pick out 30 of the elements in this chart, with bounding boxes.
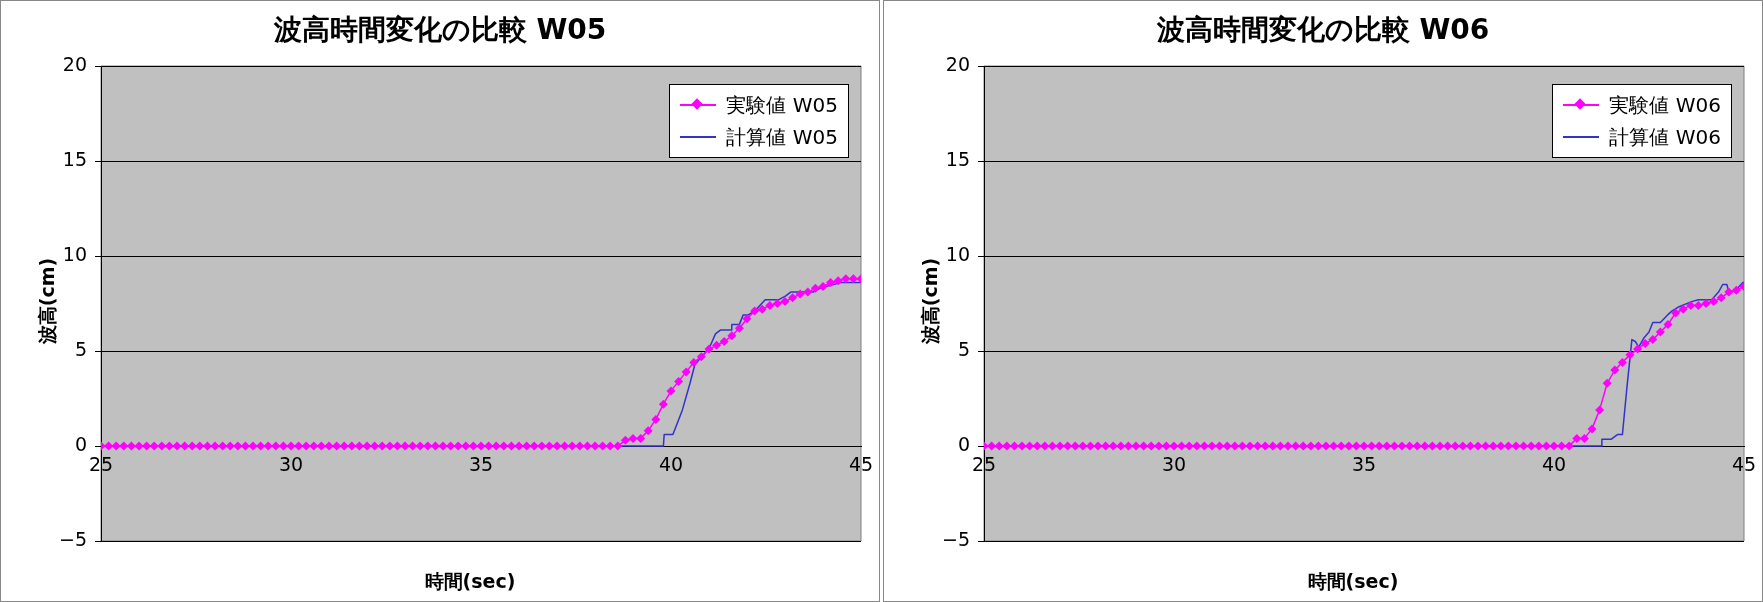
legend-label: 計算値 W06 xyxy=(1609,123,1721,151)
legend-label: 計算値 W05 xyxy=(726,123,838,151)
y-axis-title: 波高(cm) xyxy=(35,257,60,345)
legend-label: 実験値 W06 xyxy=(1609,91,1721,119)
y-tick-label: 10 xyxy=(945,242,971,265)
chart-title: 波高時間変化の比較 W05 xyxy=(272,12,608,48)
x-tick-label: 35 xyxy=(468,453,494,476)
y-tick-label: 15 xyxy=(945,147,971,170)
y-tick-label: 0 xyxy=(74,432,88,455)
chart-title: 波高時間変化の比較 W06 xyxy=(1155,12,1491,48)
y-tick-label: 15 xyxy=(62,147,88,170)
x-tick-label: 40 xyxy=(658,453,684,476)
x-tick-label: 45 xyxy=(848,453,874,476)
y-tick-label: 20 xyxy=(62,52,88,75)
x-tick-label: 40 xyxy=(1541,453,1567,476)
y-tick-label: 0 xyxy=(957,432,971,455)
y-tick-label: 5 xyxy=(957,337,971,360)
y-tick-label: −5 xyxy=(58,527,88,550)
y-tick-label: 5 xyxy=(74,337,88,360)
x-tick-label: 35 xyxy=(1351,453,1377,476)
x-axis-title: 時間(sec) xyxy=(423,569,517,594)
x-tick-label: 30 xyxy=(278,453,304,476)
y-tick-label: −5 xyxy=(941,527,971,550)
x-tick-label: 30 xyxy=(1161,453,1187,476)
x-tick-label: 45 xyxy=(1731,453,1757,476)
y-tick-label: 20 xyxy=(945,52,971,75)
x-axis-title: 時間(sec) xyxy=(1306,569,1400,594)
y-axis-title: 波高(cm) xyxy=(918,257,943,345)
y-tick-label: 10 xyxy=(62,242,88,265)
legend-label: 実験値 W05 xyxy=(726,91,838,119)
